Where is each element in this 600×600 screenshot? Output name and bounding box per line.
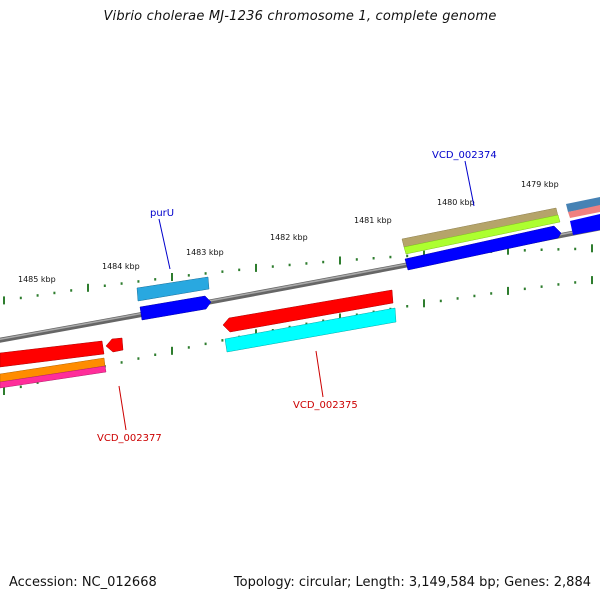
outer-minor-tick — [103, 284, 106, 287]
inner-minor-tick — [490, 292, 493, 295]
outer-minor-tick — [389, 255, 392, 259]
feature-pink[interactable] — [568, 205, 600, 218]
outer-minor-tick — [70, 289, 73, 292]
outer-minor-tick — [372, 257, 375, 260]
inner-minor-tick — [406, 305, 409, 308]
inner-minor-tick — [19, 385, 22, 389]
kbp-label-1485: 1485 kbp — [18, 275, 56, 284]
feature-red-mid[interactable] — [222, 289, 394, 333]
outer-minor-tick — [187, 274, 190, 277]
outer-major-tick — [255, 263, 257, 272]
inner-minor-tick — [221, 339, 224, 342]
outer-major-tick — [339, 256, 341, 265]
outer-minor-tick — [221, 270, 224, 273]
outer-major-tick — [507, 246, 509, 255]
outer-major-tick — [171, 273, 173, 281]
outer-major-tick — [3, 296, 5, 305]
outer-minor-tick — [523, 249, 526, 252]
inner-major-tick — [171, 346, 173, 355]
inner-minor-tick — [187, 346, 190, 349]
outer-minor-tick — [53, 291, 56, 295]
outer-minor-tick — [204, 272, 207, 275]
feature-purU-sky[interactable] — [136, 276, 210, 302]
feature-lime[interactable] — [403, 214, 561, 255]
outer-minor-tick — [406, 254, 409, 258]
gene-label-VCD_002377[interactable]: VCD_002377 — [97, 433, 162, 444]
inner-minor-tick — [322, 319, 325, 322]
gene-label-purU[interactable]: purU — [150, 208, 174, 219]
feature-cyan-mid[interactable] — [224, 307, 397, 353]
gene-label-VCD_002375[interactable]: VCD_002375 — [293, 400, 358, 411]
feature-blue-right[interactable] — [404, 225, 562, 271]
leader-VCD_002374 — [464, 160, 475, 207]
feature-magenta[interactable] — [0, 365, 107, 389]
inner-minor-tick — [36, 381, 39, 384]
outer-major-tick — [591, 244, 593, 253]
inner-minor-tick — [540, 285, 543, 288]
kbp-label-1481: 1481 kbp — [354, 216, 392, 225]
outer-minor-tick — [557, 248, 560, 251]
inner-minor-tick — [557, 283, 560, 286]
inner-minor-tick — [305, 322, 308, 326]
outer-minor-tick — [120, 282, 123, 285]
inner-minor-tick — [456, 297, 459, 300]
inner-major-tick — [3, 387, 5, 395]
inner-minor-tick — [473, 294, 476, 298]
feature-red-left[interactable] — [0, 340, 105, 368]
outer-minor-tick — [19, 296, 22, 300]
inner-minor-tick — [204, 342, 207, 346]
gene-label-VCD_002374[interactable]: VCD_002374 — [432, 150, 497, 161]
outer-minor-tick — [288, 263, 291, 267]
kbp-label-1483: 1483 kbp — [186, 248, 224, 257]
outer-minor-tick — [322, 260, 325, 264]
outer-minor-tick — [36, 294, 39, 297]
genome-summary-text: Topology: circular; Length: 3,149,584 bp… — [233, 575, 591, 590]
kbp-label-1480: 1480 kbp — [437, 198, 475, 207]
feature-red-small[interactable] — [105, 337, 124, 353]
outer-minor-tick — [540, 248, 543, 251]
inner-minor-tick — [523, 287, 526, 291]
outer-minor-tick — [137, 280, 140, 283]
inner-major-tick — [339, 313, 341, 322]
outer-major-tick — [87, 283, 89, 292]
feature-steel[interactable] — [566, 197, 600, 212]
inner-major-tick — [423, 299, 425, 308]
inner-minor-tick — [120, 361, 123, 364]
leader-purU — [158, 218, 171, 270]
inner-minor-tick — [137, 357, 140, 360]
outer-minor-tick — [305, 262, 308, 265]
map-title: Vibrio cholerae MJ-1236 chromosome 1, co… — [103, 9, 497, 24]
inner-minor-tick — [574, 281, 577, 284]
outer-minor-tick — [154, 278, 157, 281]
accession-text: Accession: NC_012668 — [9, 575, 157, 590]
outer-minor-tick — [271, 265, 274, 268]
inner-minor-tick — [439, 299, 442, 303]
feature-purU-blue[interactable] — [139, 295, 212, 321]
inner-minor-tick — [154, 353, 157, 356]
leader-VCD_002377 — [118, 385, 127, 431]
feature-blue-edge[interactable] — [570, 214, 600, 235]
inner-major-tick — [507, 286, 509, 295]
outer-minor-tick — [355, 258, 358, 261]
outer-minor-tick — [238, 268, 241, 272]
kbp-label-1479: 1479 kbp — [521, 180, 559, 189]
kbp-label-1482: 1482 kbp — [270, 233, 308, 242]
outer-minor-tick — [574, 247, 577, 251]
leader-VCD_002375 — [315, 350, 324, 398]
kbp-label-1484: 1484 kbp — [102, 262, 140, 271]
inner-major-tick — [591, 276, 593, 285]
outer-tick-track — [3, 244, 593, 305]
